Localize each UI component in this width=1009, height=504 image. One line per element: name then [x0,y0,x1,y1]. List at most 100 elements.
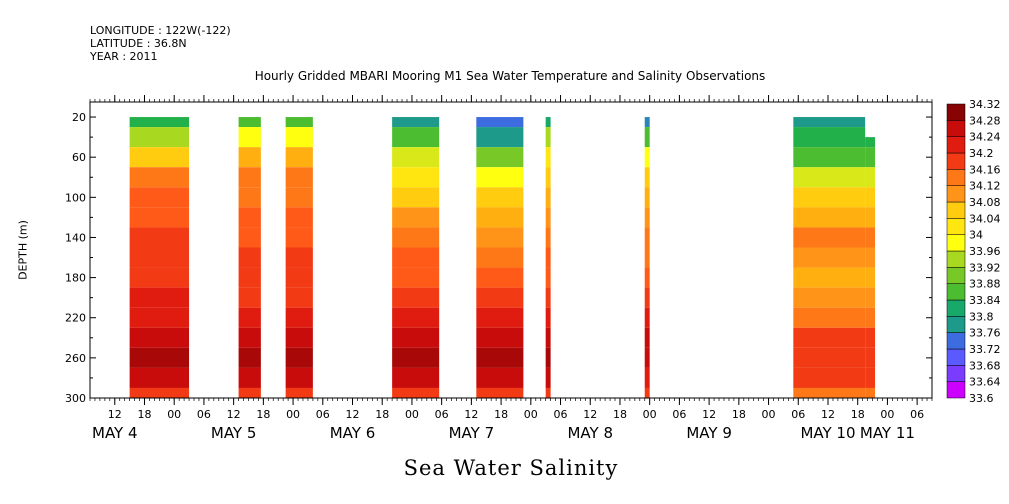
data-cell [238,127,261,148]
data-cell [545,307,551,328]
x-tick-label: 06 [435,408,449,421]
data-cell [392,187,440,208]
data-cell [545,347,551,368]
x-tick-label: 12 [583,408,597,421]
data-cell [865,347,876,368]
data-segment [865,137,876,398]
longitude-label: LONGITUDE : 122W(-122) [90,24,231,37]
data-cell [476,127,524,148]
data-segment [238,117,261,398]
colorbar-swatch [946,250,966,268]
colorbar-swatch [946,267,966,284]
data-cell [545,147,551,168]
x-day-label: MAY 7 [449,424,495,442]
data-cell [865,287,876,308]
y-tick-label: 180 [65,272,86,285]
x-tick-label: 00 [286,408,300,421]
data-cell [476,287,524,308]
colorbar-swatch [946,234,966,252]
colorbar-swatch [946,316,966,333]
x-tick-label: 12 [108,408,122,421]
y-tick-label: 220 [65,312,86,325]
y-tick-label: 100 [65,191,86,204]
data-cell [644,307,650,328]
y-tick-label: 60 [72,151,86,164]
data-cell [392,127,440,148]
data-cell [238,117,261,128]
y-tick-label: 140 [65,231,86,244]
data-cell [545,367,551,388]
data-cell [285,207,313,228]
x-axis-label: Sea Water Salinity [403,456,619,480]
data-cell [545,287,551,308]
colorbar-swatch [946,120,966,137]
x-tick-label: 12 [821,408,835,421]
data-cell [865,147,876,168]
data-cell [129,327,190,348]
data-cell [392,227,440,248]
data-cell [285,347,313,368]
data-cell [129,227,190,248]
colorbar-label: 33.96 [969,245,1001,258]
data-cell [238,387,261,398]
x-tick-label: 00 [643,408,657,421]
x-tick-label: 18 [256,408,270,421]
x-tick-label: 06 [672,408,686,421]
data-cell [129,367,190,388]
data-cell [644,167,650,188]
data-cell [476,187,524,208]
data-cell [793,287,866,308]
colorbar-label: 33.92 [969,261,1001,274]
year-label: YEAR : 2011 [90,50,158,63]
colorbar-swatch [946,169,966,186]
data-cell [793,267,866,288]
data-cell [644,247,650,268]
data-cell [129,147,190,168]
data-cell [392,267,440,288]
x-tick-label: 18 [494,408,508,421]
data-cell [476,247,524,268]
x-tick-label: 18 [732,408,746,421]
data-cell [392,327,440,348]
x-day-label: MAY 4 [92,424,138,442]
data-cell [129,247,190,268]
colorbar-label: 34.04 [969,212,1001,225]
x-tick-label: 18 [613,408,627,421]
x-tick-label: 12 [702,408,716,421]
data-cell [285,167,313,188]
data-cell [392,247,440,268]
data-cell [392,287,440,308]
data-cell [644,207,650,228]
data-cell [793,167,866,188]
data-cell [392,387,440,398]
data-cell [129,127,190,148]
data-cell [238,147,261,168]
data-cell [392,307,440,328]
data-cell [285,117,313,128]
data-cell [476,227,524,248]
data-cell [476,147,524,168]
colorbar-label: 33.84 [969,294,1001,307]
data-cell [476,327,524,348]
data-cell [644,347,650,368]
data-cell [793,147,866,168]
data-cell [545,127,551,148]
data-cell [545,247,551,268]
data-segment [476,117,524,398]
data-cell [285,247,313,268]
data-cell [644,367,650,388]
colorbar-label: 34.12 [969,180,1001,193]
data-cell [865,367,876,388]
chart-title: Hourly Gridded MBARI Mooring M1 Sea Wate… [254,69,766,83]
data-cell [238,327,261,348]
x-day-label: MAY 8 [567,424,613,442]
colorbar-label: 33.8 [969,310,994,323]
x-tick-label: 12 [227,408,241,421]
data-segment [392,117,440,398]
x-day-label: MAY 10 [800,424,855,442]
axes-layer: 20 60 100 140 180 220 260 300 12 18 00 06 12 18 00 06 12… [65,95,933,442]
x-tick-label: 18 [851,408,865,421]
data-cell [644,127,650,148]
colorbar-label: 33.6 [969,392,994,405]
data-cell [476,267,524,288]
